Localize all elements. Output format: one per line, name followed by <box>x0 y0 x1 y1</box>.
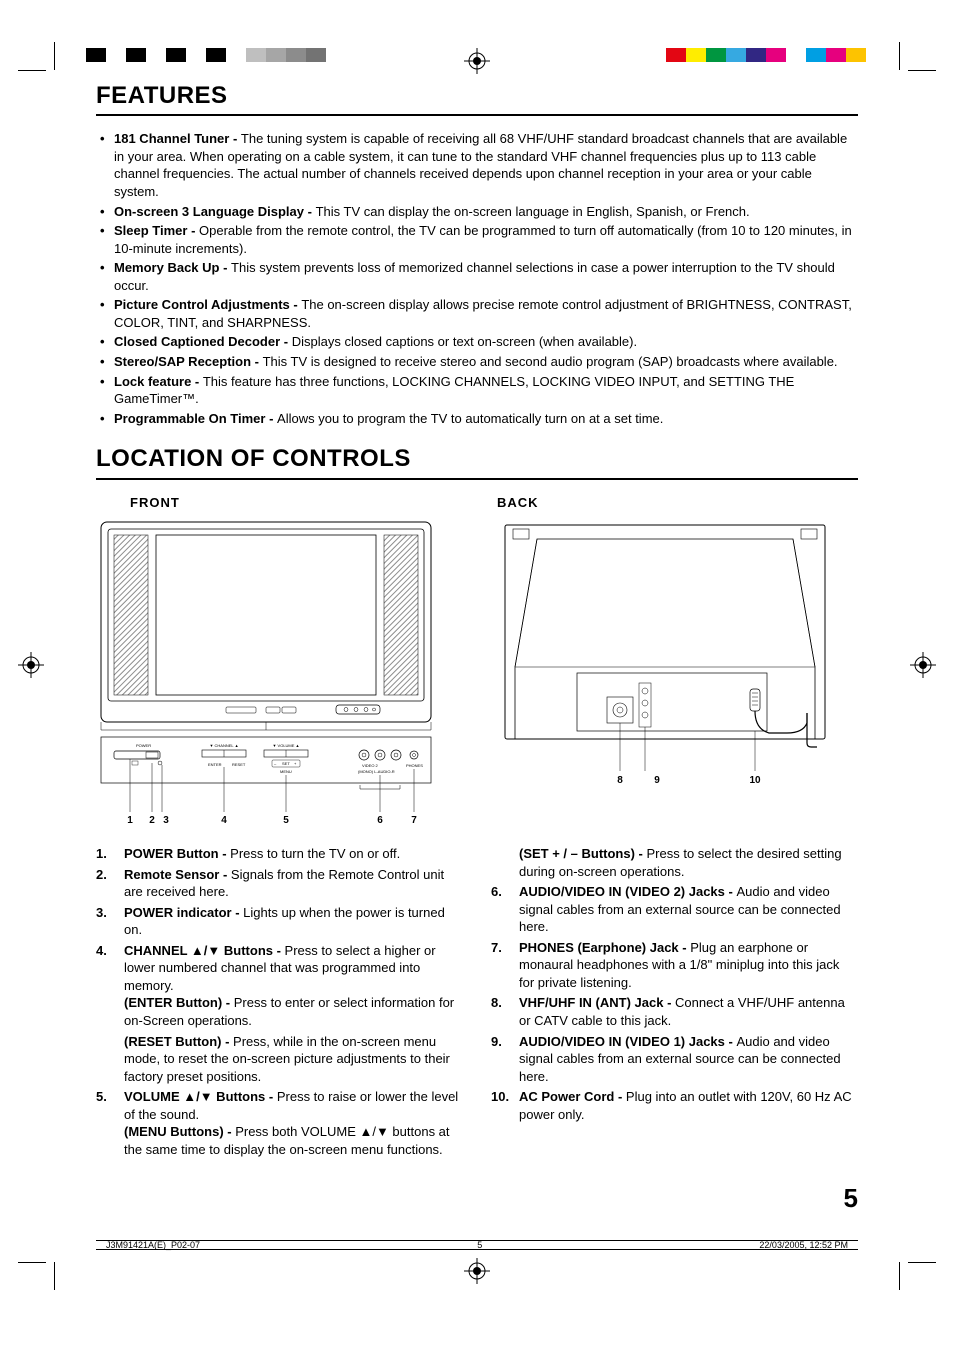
svg-text:4: 4 <box>221 815 227 826</box>
svg-text:–: – <box>274 761 277 766</box>
svg-text:1: 1 <box>127 815 133 826</box>
top-printer-marks <box>0 40 954 80</box>
back-panel: BACK <box>497 494 858 828</box>
control-item: AC Power Cord - Plug into an outlet with… <box>491 1088 858 1123</box>
registration-mark-right-icon <box>910 652 936 678</box>
svg-text:ENTER: ENTER <box>208 762 222 767</box>
back-diagram: 8 9 10 <box>497 517 837 797</box>
svg-text:+: + <box>294 761 297 766</box>
feature-item: 181 Channel Tuner - The tuning system is… <box>114 130 858 200</box>
color-bar <box>666 48 866 62</box>
control-item: Remote Sensor - Signals from the Remote … <box>96 866 463 901</box>
controls-right-pre: (SET + / – Buttons) - Press to select th… <box>491 845 858 880</box>
control-item: POWER indicator - Lights up when the pow… <box>96 904 463 939</box>
features-list: 181 Channel Tuner - The tuning system is… <box>96 130 858 427</box>
feature-item: Closed Captioned Decoder - Displays clos… <box>114 333 858 351</box>
back-title: BACK <box>497 494 858 512</box>
page: Features 181 Channel Tuner - The tuning … <box>0 0 954 1330</box>
control-subitem: (RESET Button) - Press, while in the on-… <box>124 1033 463 1086</box>
features-heading: Features <box>96 80 858 112</box>
svg-text:7: 7 <box>411 815 417 826</box>
front-title: FRONT <box>130 494 457 512</box>
svg-text:PHONES: PHONES <box>406 763 423 768</box>
registration-mark-bottom-icon <box>464 1258 490 1284</box>
footer: J3M91421A(E)_P02-07 5 22/03/2005, 12:52 … <box>0 1240 954 1250</box>
control-item: AUDIO/VIDEO IN (VIDEO 1) Jacks - Audio a… <box>491 1033 858 1086</box>
bottom-printer-marks <box>0 1258 954 1300</box>
control-item: VHF/UHF IN (ANT) Jack - Connect a VHF/UH… <box>491 994 858 1029</box>
features-rule <box>96 114 858 116</box>
registration-mark-icon <box>464 48 490 74</box>
control-subitem: (MENU Buttons) - Press both VOLUME ▲/▼ b… <box>124 1123 463 1158</box>
feature-item: Picture Control Adjustments - The on-scr… <box>114 296 858 331</box>
page-number: 5 <box>0 1181 954 1216</box>
feature-item: Stereo/SAP Reception - This TV is design… <box>114 353 858 371</box>
control-item: CHANNEL ▲/▼ Buttons - Press to select a … <box>96 942 463 1085</box>
registration-mark-left-icon <box>18 652 44 678</box>
lbl-power: POWER <box>136 743 151 748</box>
svg-text:▼ CHANNEL ▲: ▼ CHANNEL ▲ <box>209 743 238 748</box>
svg-text:MENU: MENU <box>280 769 292 774</box>
svg-text:▼ VOLUME ▲: ▼ VOLUME ▲ <box>272 743 299 748</box>
svg-text:9: 9 <box>654 775 660 786</box>
svg-text:5: 5 <box>283 815 289 826</box>
svg-text:RESET: RESET <box>232 762 246 767</box>
svg-text:6: 6 <box>377 815 383 826</box>
controls-list-left: POWER Button - Press to turn the TV on o… <box>96 845 463 1158</box>
svg-text:10: 10 <box>749 775 761 786</box>
control-item: PHONES (Earphone) Jack - Plug an earphon… <box>491 939 858 992</box>
controls-descriptions: POWER Button - Press to turn the TV on o… <box>96 845 858 1161</box>
front-diagram: POWER ▼ CHANNEL ▲ ENTER RESET <box>96 517 436 827</box>
svg-text:SET: SET <box>282 761 290 766</box>
footer-page: 5 <box>477 1239 482 1251</box>
controls-heading: Location of Controls <box>96 443 858 475</box>
feature-item: Sleep Timer - Operable from the remote c… <box>114 222 858 257</box>
feature-item: Memory Back Up - This system prevents lo… <box>114 259 858 294</box>
svg-text:VIDEO 2: VIDEO 2 <box>362 763 379 768</box>
controls-list-right: AUDIO/VIDEO IN (VIDEO 2) Jacks - Audio a… <box>491 883 858 1123</box>
feature-item: Programmable On Timer - Allows you to pr… <box>114 410 858 428</box>
front-panel: FRONT <box>96 494 457 828</box>
feature-item: Lock feature - This feature has three fu… <box>114 373 858 408</box>
controls-rule <box>96 478 858 480</box>
control-item: AUDIO/VIDEO IN (VIDEO 2) Jacks - Audio a… <box>491 883 858 936</box>
svg-text:2: 2 <box>149 815 155 826</box>
footer-date: 22/03/2005, 12:52 PM <box>759 1239 848 1251</box>
svg-text:8: 8 <box>617 775 623 786</box>
grayscale-bar <box>86 48 326 62</box>
control-subitem: (ENTER Button) - Press to enter or selec… <box>124 994 463 1029</box>
content-area: Features 181 Channel Tuner - The tuning … <box>0 80 954 1161</box>
control-item: VOLUME ▲/▼ Buttons - Press to raise or l… <box>96 1088 463 1158</box>
svg-text:3: 3 <box>163 815 169 826</box>
svg-text:(MONO) L-AUDIO-R: (MONO) L-AUDIO-R <box>358 769 395 774</box>
control-item: POWER Button - Press to turn the TV on o… <box>96 845 463 863</box>
footer-doc: J3M91421A(E)_P02-07 <box>106 1239 200 1251</box>
feature-item: On-screen 3 Language Display - This TV c… <box>114 203 858 221</box>
